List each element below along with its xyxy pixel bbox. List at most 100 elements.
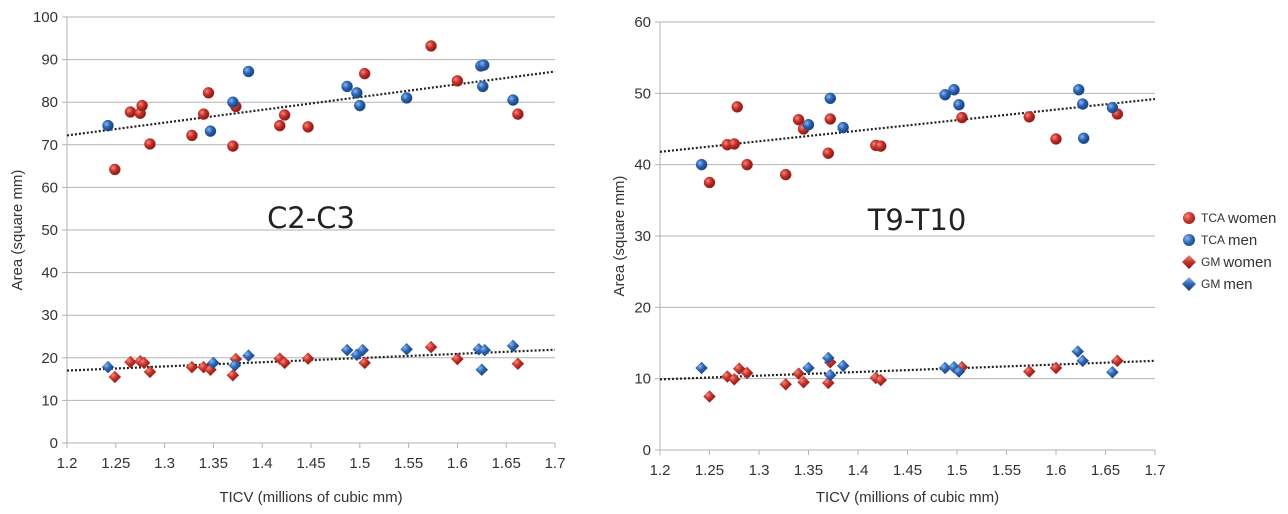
data-point-circle	[512, 108, 524, 120]
data-point-circle	[1023, 111, 1036, 123]
chart-title: C2-C3	[267, 201, 355, 235]
y-tick-label: 10	[634, 371, 651, 388]
data-point-diamond	[727, 373, 741, 386]
data-point-diamond	[1106, 365, 1119, 379]
data-point-circle	[822, 147, 835, 160]
data-point-diamond	[451, 352, 464, 366]
data-point-diamond	[1071, 345, 1085, 358]
legend-item-tca-women: TCA women	[1183, 207, 1287, 229]
y-tick-label: 60	[634, 14, 651, 31]
c2-c3-chart: 0 10 20 30 40 50 60 70 80 90 100 1.2 1.25 1.3 1.35 1.4 1…	[9, 9, 565, 506]
y-tick-label: 70	[41, 137, 58, 154]
legend-item-gm-men: GM men	[1182, 273, 1287, 295]
data-point-circle	[302, 121, 314, 133]
y-tick-label: 50	[41, 222, 58, 239]
trendline	[659, 359, 1156, 381]
data-point-circle	[507, 94, 519, 106]
x-tick-label: 1.35	[199, 455, 228, 472]
y-tick-label: 10	[41, 392, 58, 409]
data-point-diamond	[228, 359, 242, 372]
data-point-circle	[204, 125, 217, 137]
data-point-diamond	[143, 365, 157, 379]
data-point-diamond	[137, 356, 151, 370]
y-tick-label: 60	[41, 179, 58, 196]
y-tick-label: 40	[41, 265, 58, 282]
y-tick-label: 100	[33, 9, 58, 26]
y-axis-label: Area (square mm)	[611, 176, 628, 297]
data-point-diamond	[511, 357, 525, 371]
data-point-diamond	[797, 375, 810, 389]
data-point-diamond	[792, 367, 805, 381]
data-point-diamond	[821, 351, 835, 365]
data-point-circle	[227, 140, 239, 152]
legend-prefix: GM	[1201, 255, 1221, 269]
data-point-diamond	[1022, 365, 1036, 378]
data-point-circle	[478, 59, 490, 71]
data-point-diamond	[823, 368, 837, 382]
data-point-circle	[703, 176, 716, 189]
data-point-circle	[741, 158, 753, 171]
data-point-circle	[956, 111, 968, 124]
trendline	[659, 97, 1156, 153]
data-point-circle	[400, 92, 413, 104]
data-point-diamond	[400, 342, 414, 356]
data-point-circle	[351, 87, 363, 99]
x-tick-label: 1.25	[695, 462, 724, 479]
data-point-diamond	[226, 368, 240, 382]
data-point-circle	[695, 158, 708, 171]
legend-item-tca-men: TCA men	[1183, 229, 1287, 251]
legend-prefix: TCA	[1201, 233, 1225, 247]
data-point-circle	[227, 96, 239, 108]
y-tick-label: 20	[41, 350, 58, 367]
x-axis-label: TICV (millions of cubic mm)	[816, 489, 999, 506]
data-point-diamond	[1076, 354, 1090, 368]
x-tick-label: 1.6	[1046, 462, 1067, 479]
data-point-circle	[802, 118, 815, 131]
y-tick-label: 40	[634, 157, 651, 174]
x-tick-label: 1.65	[1091, 462, 1120, 479]
y-tick-label: 90	[41, 52, 58, 69]
data-point-circle	[341, 80, 353, 93]
data-point-circle	[1076, 98, 1089, 110]
data-point-diamond	[740, 366, 754, 380]
data-point-circle	[109, 163, 121, 176]
data-point-diamond	[1049, 361, 1063, 375]
x-tick-label: 1.3	[749, 462, 770, 479]
data-point-circle	[202, 87, 215, 99]
legend-prefix: GM	[1201, 277, 1221, 291]
data-point-circle	[451, 75, 464, 87]
data-point-diamond	[478, 343, 492, 357]
data-point-diamond	[952, 365, 966, 378]
data-point-circle	[948, 84, 960, 96]
legend-label: women	[1228, 209, 1277, 227]
x-tick-label: 1.3	[154, 455, 175, 472]
x-tick-label: 1.25	[101, 455, 130, 472]
y-tick-label: 50	[634, 85, 651, 102]
x-tick-label: 1.2	[57, 455, 78, 472]
data-point-circle	[186, 129, 198, 142]
data-point-circle	[242, 65, 255, 78]
data-point-circle	[824, 113, 837, 125]
x-tick-label: 1.5	[349, 455, 370, 472]
data-point-diamond	[779, 378, 793, 391]
y-tick-label: 30	[634, 228, 651, 245]
data-point-circle	[358, 67, 371, 80]
data-point-diamond	[207, 356, 220, 370]
data-point-circle	[425, 40, 437, 52]
x-tick-label: 1.65	[492, 455, 521, 472]
data-point-circle	[274, 119, 286, 132]
y-tick-label: 0	[50, 435, 58, 452]
data-point-diamond	[703, 390, 716, 403]
x-tick-label: 1.55	[394, 455, 423, 472]
data-point-diamond	[356, 343, 370, 357]
data-point-circle	[728, 138, 740, 150]
chart-title: T9-T10	[867, 203, 967, 237]
data-point-diamond	[278, 356, 292, 370]
data-point-circle	[278, 109, 291, 121]
data-point-circle	[939, 89, 951, 101]
x-tick-label: 1.4	[252, 455, 273, 472]
legend-label: women	[1223, 253, 1272, 271]
data-point-diamond	[1111, 354, 1124, 368]
legend-prefix: TCA	[1201, 211, 1225, 225]
data-point-circle	[824, 92, 837, 105]
